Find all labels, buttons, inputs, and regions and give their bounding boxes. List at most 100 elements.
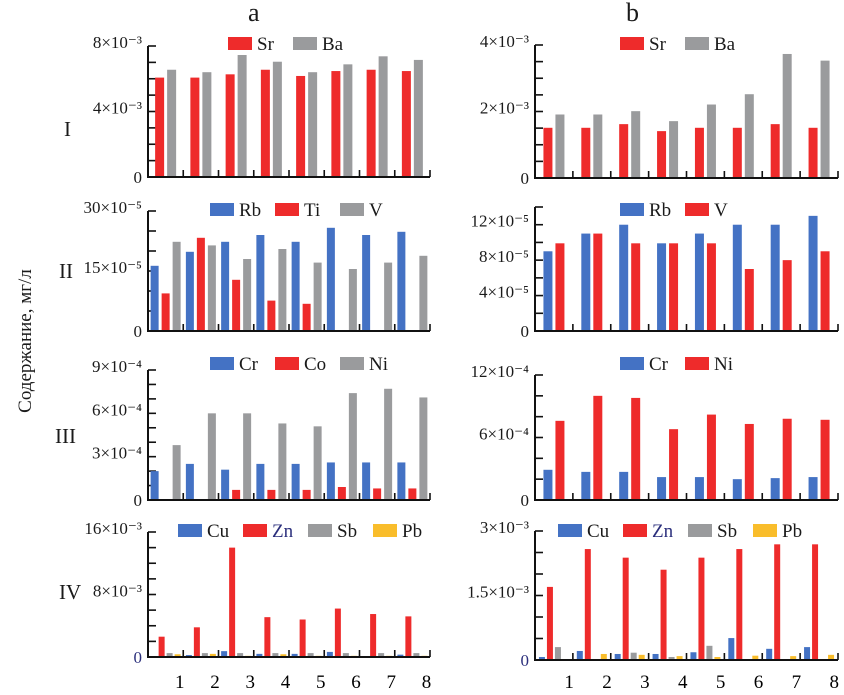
bar-pb-8 (828, 654, 835, 659)
column-title-a: a (248, 0, 260, 27)
bar-cu-3 (614, 653, 621, 659)
bar-cr-1 (543, 469, 553, 499)
bar-sr-7 (366, 69, 376, 176)
bar-ni-3 (631, 397, 641, 499)
bar-ba-2 (202, 72, 212, 176)
bar-sr-8 (808, 127, 818, 177)
bar-rb-2 (185, 251, 194, 330)
bar-zn-8 (812, 544, 819, 659)
bar-ni-3 (243, 413, 252, 499)
panel-b-I: 0 2×10⁻³ 4×10⁻³ Sr Ba (480, 32, 839, 188)
bar-ni-2 (207, 413, 216, 499)
bar-zn-3 (229, 547, 236, 656)
bar-cu-6 (728, 638, 735, 659)
bar-v-3 (631, 243, 641, 330)
x-tick-label: 8 (422, 672, 432, 693)
y-tick-label: 8×10⁻³ (93, 33, 142, 52)
bar-cr-8 (397, 462, 406, 499)
bar-sr-2 (581, 127, 591, 177)
bar-sr-5 (296, 75, 306, 176)
bar-zn-7 (774, 544, 781, 659)
bar-sb-1 (166, 653, 173, 656)
legend-swatch-cr (210, 357, 234, 370)
bar-rb-6 (326, 227, 335, 330)
bar-ba-8 (413, 59, 423, 177)
bar-cu-8 (804, 647, 811, 659)
legend-swatch-ti (275, 203, 299, 216)
y-tick-label: 1.5×10⁻³ (467, 583, 529, 602)
bar-co-6 (337, 487, 346, 499)
legend-swatch-zn (623, 524, 647, 537)
bar-ti-5 (302, 303, 311, 330)
bar-sr-3 (225, 74, 235, 176)
bar-ni-4 (278, 423, 287, 499)
legend-swatch-sr (228, 37, 252, 50)
legend-swatch-ba (293, 37, 317, 50)
row-label-III: III (55, 424, 76, 448)
bar-v-2 (207, 245, 216, 330)
bar-rb-1 (150, 265, 159, 330)
bar-ni-1 (555, 420, 565, 499)
bar-ba-3 (631, 111, 641, 177)
bar-ba-8 (820, 60, 830, 177)
legend-label-sr: Sr (649, 34, 667, 55)
y-tick-label: 0 (134, 168, 143, 187)
bar-pb-4 (676, 656, 683, 659)
bar-cu-4 (652, 653, 659, 659)
bar-cu-2 (185, 655, 192, 656)
y-tick-label: 0 (521, 169, 530, 188)
bar-sb-1 (554, 647, 561, 659)
y-tick-label: 15×10⁻⁵ (84, 258, 143, 277)
bar-rb-5 (291, 241, 300, 330)
bar-cr-1 (150, 471, 159, 499)
bar-cu-6 (326, 651, 333, 656)
panel-b-III: 0 6×10⁻⁴ 12×10⁻⁴ Cr Ni (471, 354, 839, 510)
legend-swatch-rb (210, 203, 234, 216)
bar-co-5 (302, 489, 311, 499)
bar-ba-4 (272, 61, 282, 176)
legend-label-rb: Rb (239, 200, 261, 221)
bar-ba-5 (706, 104, 716, 177)
y-tick-label: 0 (521, 651, 530, 670)
legend-label-sr: Sr (257, 34, 275, 55)
legend-swatch-sb (308, 524, 332, 537)
legend-swatch-rb (620, 203, 644, 216)
bar-v-1 (172, 241, 181, 330)
legend-label-zn: Zn (272, 521, 294, 542)
bar-sr-8 (401, 71, 411, 176)
y-tick-label: 4×10⁻³ (93, 99, 142, 118)
bar-cr-3 (619, 471, 629, 499)
bar-pb-2 (209, 653, 216, 656)
legend-swatch-cr (620, 357, 644, 370)
y-tick-label: 6×10⁻⁴ (92, 400, 142, 419)
bar-cr-8 (808, 477, 818, 499)
bar-sr-1 (155, 77, 165, 176)
y-tick-label: 0 (134, 491, 143, 510)
bar-rb-8 (808, 215, 818, 330)
x-tick-label: 4 (678, 672, 688, 693)
panel-b-IV: 0 1.5×10⁻³ 3×10⁻³ 1 2 3 4 5 6 7 8 Cu Zn Sb Pb (467, 518, 839, 693)
bar-cr-6 (732, 479, 742, 499)
y-tick-label: 0 (134, 322, 143, 341)
y-tick-label: 16×10⁻³ (84, 519, 142, 538)
bar-pb-4 (280, 654, 287, 656)
bar-sr-2 (190, 77, 200, 176)
bar-ba-6 (343, 64, 353, 176)
legend-label-ba: Ba (322, 34, 344, 55)
bar-rb-6 (732, 224, 742, 330)
bar-ni-6 (348, 393, 357, 499)
y-tick-label: 3×10⁻³ (480, 518, 529, 537)
bar-ba-3 (237, 55, 247, 176)
x-tick-label: 6 (754, 672, 764, 693)
bar-cr-2 (581, 471, 591, 499)
bar-rb-1 (543, 251, 553, 330)
bar-sb-7 (378, 653, 385, 656)
bar-v-3 (243, 259, 252, 330)
y-tick-label: 12×10⁻⁴ (471, 362, 530, 381)
legend-swatch-ba (685, 37, 709, 50)
bar-sb-3 (237, 653, 244, 656)
bar-ni-2 (593, 395, 603, 499)
bar-ti-2 (196, 237, 205, 330)
legend-swatch-ni (340, 357, 364, 370)
